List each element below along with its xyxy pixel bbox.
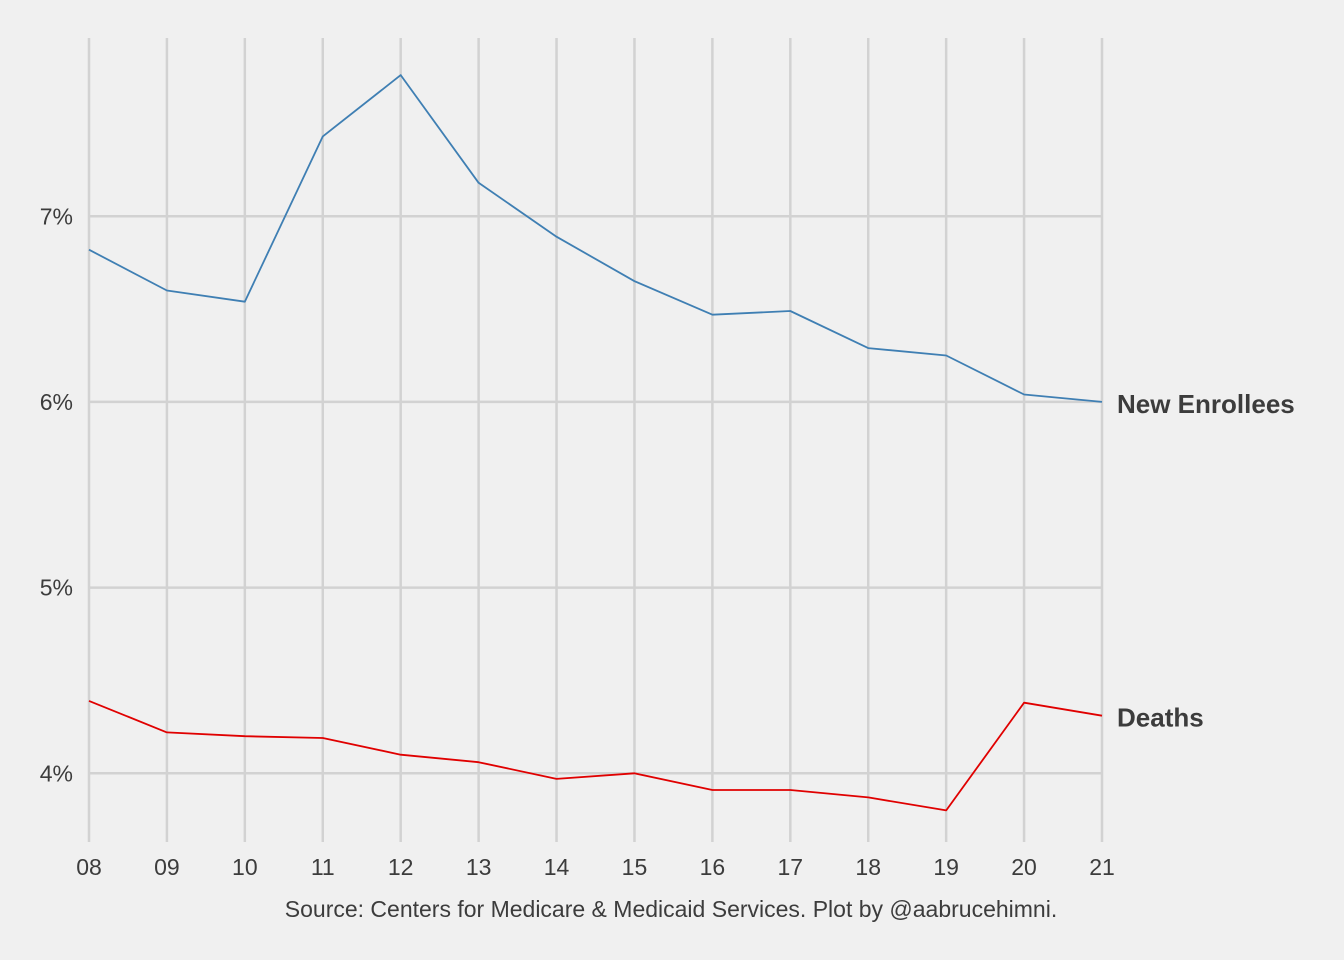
x-tick-label: 16	[700, 854, 726, 880]
series-lines	[88, 74, 1103, 812]
x-tick-label: 12	[388, 854, 414, 880]
x-tick-label: 11	[311, 854, 335, 880]
x-tick-label: 19	[933, 854, 959, 880]
y-tick-label: 4%	[40, 760, 73, 786]
x-axis-tick-labels: 08 09 10 11 12 13 14 15 16 17 18 19 20 21	[76, 854, 1115, 880]
series-line-deaths	[88, 700, 1103, 812]
x-tick-label: 20	[1011, 854, 1037, 880]
series-line-new-enrollees	[88, 74, 1103, 403]
y-axis-tick-labels: 4% 5% 6% 7%	[40, 203, 73, 786]
x-tick-label: 10	[232, 854, 258, 880]
x-tick-label: 09	[154, 854, 180, 880]
x-tick-label: 08	[76, 854, 102, 880]
x-tick-label: 15	[622, 854, 648, 880]
x-tick-label: 14	[544, 854, 570, 880]
x-tick-label: 18	[855, 854, 881, 880]
series-label-deaths: Deaths	[1117, 703, 1204, 733]
x-tick-label: 21	[1089, 854, 1115, 880]
y-tick-label: 6%	[40, 389, 73, 415]
x-tick-label: 13	[466, 854, 492, 880]
y-tick-label: 5%	[40, 575, 73, 601]
grid	[87, 38, 1104, 842]
x-tick-label: 17	[778, 854, 804, 880]
series-labels: New Enrollees Deaths	[1117, 389, 1295, 733]
series-label-new-enrollees: New Enrollees	[1117, 389, 1295, 419]
y-tick-label: 7%	[40, 203, 73, 229]
chart-caption: Source: Centers for Medicare & Medicaid …	[285, 896, 1057, 922]
